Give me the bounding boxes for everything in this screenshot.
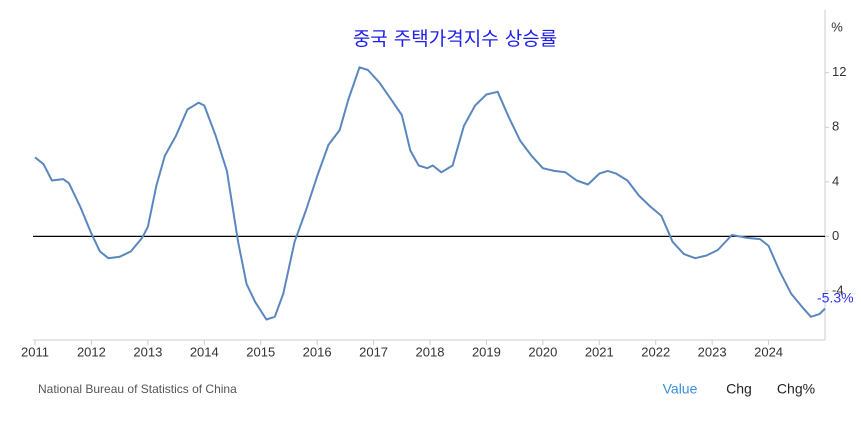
line-series xyxy=(34,66,826,321)
x-tick-label: 2014 xyxy=(190,344,219,359)
x-tick-label: 2013 xyxy=(133,344,162,359)
x-tick-label: 2021 xyxy=(585,344,614,359)
y-tick-label: 0 xyxy=(832,228,839,243)
x-tick-label: 2015 xyxy=(246,344,275,359)
y-tick-label: 8 xyxy=(832,119,839,134)
y-tick-label: 4 xyxy=(832,173,839,188)
x-tick-label: 2023 xyxy=(698,344,727,359)
x-tick-label: 2022 xyxy=(641,344,670,359)
x-tick-label: 2024 xyxy=(754,344,783,359)
x-tick-label: 2011 xyxy=(21,344,49,359)
y-tick-label: 12 xyxy=(832,64,846,79)
x-tick-label: 2018 xyxy=(416,344,445,359)
tab[interactable]: Value xyxy=(663,381,698,397)
x-tick-label: 2017 xyxy=(359,344,388,359)
x-tick-label: 2016 xyxy=(303,344,332,359)
value-label: -5.3% xyxy=(817,289,854,305)
tab[interactable]: Chg% xyxy=(777,381,815,397)
x-tick-label: 2019 xyxy=(472,344,501,359)
chart-title: 중국 주택가격지수 상승률 xyxy=(353,28,557,50)
y-unit: % xyxy=(831,19,843,34)
x-tick-label: 2012 xyxy=(77,344,106,359)
source: National Bureau of Statistics of China xyxy=(38,382,237,396)
tab[interactable]: Chg xyxy=(726,381,752,397)
x-tick-label: 2020 xyxy=(528,344,557,359)
y-tick-label: -4 xyxy=(832,282,844,297)
